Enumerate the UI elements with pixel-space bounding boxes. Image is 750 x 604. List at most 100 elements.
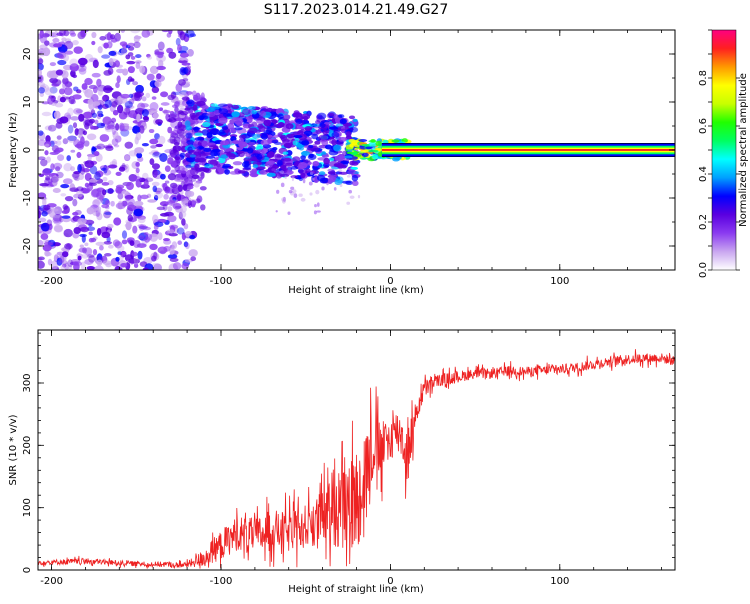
spectrogram-cell xyxy=(38,205,41,211)
spectrogram-cell xyxy=(201,105,209,110)
spectrogram-cell xyxy=(51,79,62,86)
spectrogram-cell xyxy=(169,113,178,118)
spectrogram-cell xyxy=(233,127,243,131)
spectrogram-cell xyxy=(179,152,186,158)
spectrogram-cell xyxy=(174,101,180,108)
spectrogram-cell xyxy=(154,51,165,55)
spectrogram-cell xyxy=(63,163,73,172)
spectrogram-cell xyxy=(170,182,178,189)
spectrogram-cell xyxy=(53,110,61,119)
snr-series-line xyxy=(38,349,675,570)
spectrogram-cell xyxy=(323,157,330,165)
spectrogram-cell xyxy=(72,171,80,180)
spectrogram-cell xyxy=(193,181,200,188)
spectrogram-cell xyxy=(44,250,50,257)
tick-label: -100 xyxy=(210,276,233,287)
spectrogram-cell xyxy=(185,164,192,169)
tick-label: 0 xyxy=(22,567,33,573)
spectrogram-cell xyxy=(357,194,361,199)
spectrogram-cell xyxy=(167,215,177,223)
spectrogram-cell xyxy=(298,193,303,197)
spectrogram-cell xyxy=(285,123,294,130)
spectrogram-cell xyxy=(146,53,151,58)
spectrogram-cell xyxy=(292,140,298,146)
spectrogram-cell xyxy=(116,75,121,84)
spectrogram-cell xyxy=(49,77,58,84)
figure-title: S117.2023.014.21.49.G27 xyxy=(264,2,449,18)
spectrogram-cell xyxy=(42,33,50,38)
spectrogram-cell xyxy=(365,146,373,150)
spectrogram-cell xyxy=(342,122,353,127)
spectrogram-cell xyxy=(103,69,112,76)
spectrogram-cell xyxy=(226,152,234,157)
colorbar-gradient xyxy=(711,29,737,271)
spectrogram-cell xyxy=(184,107,191,111)
spectrogram-cell xyxy=(59,55,65,59)
spectrogram-cell xyxy=(122,68,129,76)
spectrogram-cell xyxy=(196,157,207,163)
spectrogram-cell xyxy=(44,87,54,96)
spectrogram-cell xyxy=(163,193,169,200)
spectrogram-cell xyxy=(375,140,383,146)
spectrogram-cell xyxy=(38,256,45,261)
spectrogram-cell xyxy=(115,186,123,194)
spectrogram-cell xyxy=(69,187,79,193)
spectrogram-cell xyxy=(348,189,352,194)
spectrogram-cell xyxy=(70,149,76,153)
spectrogram-cell xyxy=(172,262,182,270)
spectrogram-cell xyxy=(153,263,163,270)
spectrogram-cell xyxy=(183,67,189,75)
spectrogram-cell xyxy=(157,135,166,145)
spectrogram-cell xyxy=(133,92,143,102)
spectrogram-cell xyxy=(166,229,175,234)
tick-label: 300 xyxy=(22,373,33,392)
spectrogram-cell xyxy=(151,262,161,267)
spectrogram-cell xyxy=(286,170,290,173)
spectrogram-cell xyxy=(72,122,78,129)
spectrogram-cell xyxy=(52,187,61,194)
spectrogram-cell xyxy=(167,94,175,101)
spectrogram-cell xyxy=(153,151,160,157)
spectrogram-cell xyxy=(154,133,160,140)
spectrogram-cell xyxy=(133,35,140,43)
spectrogram-cell xyxy=(315,119,321,125)
spectrogram-cell xyxy=(72,74,77,79)
tick-label: -200 xyxy=(40,276,63,287)
spectrogram-cell xyxy=(155,190,161,195)
spectrogram-cell xyxy=(49,62,57,67)
spectrogram-cell xyxy=(177,165,185,173)
spectrogram-cell xyxy=(92,101,101,106)
spectrogram-cell xyxy=(339,183,343,188)
spectrogram-cell xyxy=(221,125,229,131)
spectrogram-cell xyxy=(204,163,214,169)
spectrogram-cell xyxy=(38,82,46,87)
spectrogram-cell xyxy=(72,40,79,46)
spectrogram-cell xyxy=(89,165,98,175)
spectrogram-cell xyxy=(152,169,158,178)
spectrogram-cell xyxy=(110,34,116,40)
spectrogram-cell xyxy=(133,208,144,217)
spectrogram-cell xyxy=(185,91,193,95)
spectrogram-cell xyxy=(178,211,183,220)
spectrogram-cell xyxy=(79,244,84,248)
spectrogram-cell xyxy=(266,172,277,177)
spectrogram-cell xyxy=(155,119,163,125)
spectrogram-cell xyxy=(333,187,337,191)
spectrogram-cell xyxy=(231,140,241,145)
spectrogram-cell xyxy=(38,62,44,71)
spectrogram-cell xyxy=(84,247,93,256)
spectrogram-cell xyxy=(316,202,320,207)
spectrogram-cell xyxy=(66,155,71,162)
spectrogram-cell xyxy=(310,177,315,181)
spectrogram-cell xyxy=(64,50,74,55)
spectrogram-cell xyxy=(49,86,58,94)
spectrogram-cell xyxy=(308,181,313,186)
spectrogram-cell xyxy=(196,195,203,203)
spectrogram-cell xyxy=(56,135,62,140)
tick-label: -10 xyxy=(22,190,33,206)
spectrogram-cell xyxy=(55,69,64,76)
spectrogram-cell xyxy=(55,171,64,179)
spectrogram-cell xyxy=(130,30,141,34)
spectrogram-cell xyxy=(45,175,51,181)
